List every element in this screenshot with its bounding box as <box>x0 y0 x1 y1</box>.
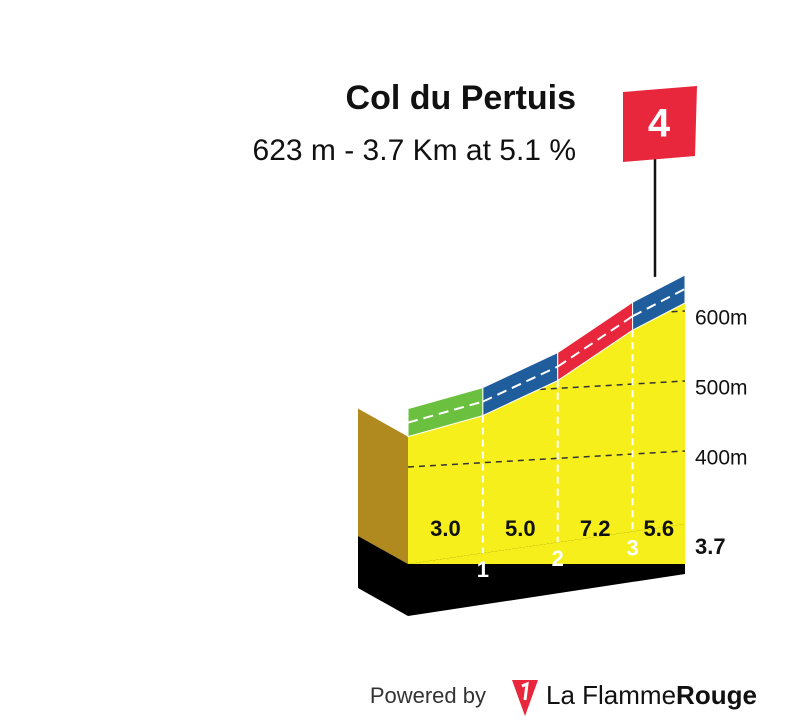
gradient-label: 3.0 <box>430 516 461 541</box>
gradient-label: 5.0 <box>505 516 536 541</box>
footer-brand: La FlammeRouge <box>546 680 757 710</box>
center-dash <box>407 400 484 424</box>
category-label: 4 <box>648 102 671 146</box>
x-tick-label: 3.7 <box>695 534 726 559</box>
x-tick-label: 2 <box>552 546 564 571</box>
x-tick-label: 1 <box>477 557 489 582</box>
gradient-label: 7.2 <box>580 516 611 541</box>
profile-base-top <box>408 524 685 564</box>
segment-top <box>632 274 686 332</box>
y-tick-label: 400m <box>695 447 748 470</box>
footer-logo <box>512 680 538 716</box>
x-tick-label: 3 <box>626 535 638 560</box>
chart-title: Col du Pertuis <box>346 79 576 117</box>
category-flag <box>623 86 697 162</box>
center-dash <box>632 288 686 318</box>
footer-powered: Powered by <box>370 683 486 708</box>
gradient-label: 5.6 <box>644 516 675 541</box>
grid-line <box>408 450 685 468</box>
profile-face <box>408 302 685 564</box>
y-tick-label: 600m <box>695 307 748 330</box>
footer-brand-text: La Flamme <box>546 680 676 710</box>
y-tick-label: 500m <box>695 377 748 400</box>
footer-brand-bold: Rouge <box>676 680 757 710</box>
center-dash <box>482 365 559 403</box>
side-face <box>358 408 408 564</box>
base-side <box>358 536 408 616</box>
chart-subtitle: 623 m - 3.7 Km at 5.1 % <box>253 134 576 167</box>
